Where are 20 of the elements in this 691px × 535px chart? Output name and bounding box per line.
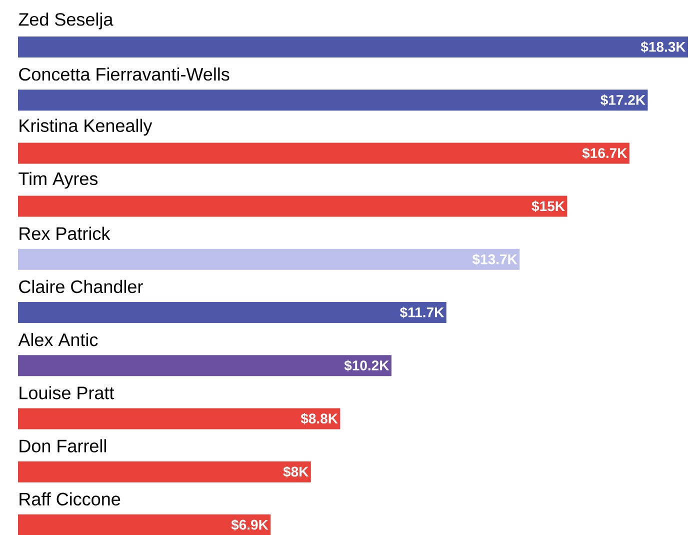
y-tick-label: Alex Antic: [18, 332, 98, 346]
data-label: $16.7K: [582, 147, 628, 159]
data-label: $8K: [283, 466, 309, 478]
y-tick-label: Tim Ayres: [18, 172, 98, 189]
data-label: $8.8K: [300, 413, 338, 424]
y-tick-label: Rex Patrick: [20, 226, 110, 240]
y-tick-label: Louise Pratt: [20, 386, 114, 400]
data-label: $17.2K: [600, 94, 646, 106]
y-tick-label: Raff Ciccone: [20, 492, 120, 506]
y-tick-label: Zed Seselja: [18, 12, 114, 30]
data-label: $11.7K: [400, 306, 444, 318]
data-label: $13.7K: [472, 254, 518, 266]
data-label: $15K: [532, 200, 565, 212]
y-tick-label: Don Farrell: [20, 439, 106, 452]
y-tick-label: Kristina Keneally: [20, 118, 152, 136]
data-label: $18.3K: [640, 41, 686, 53]
y-tick-label: Concetta Fierravanti-Wells: [19, 67, 230, 81]
y-tick-label: Claire Chandler: [19, 280, 143, 294]
data-label: $6.9K: [231, 519, 268, 531]
data-label: $10.2K: [344, 360, 390, 372]
